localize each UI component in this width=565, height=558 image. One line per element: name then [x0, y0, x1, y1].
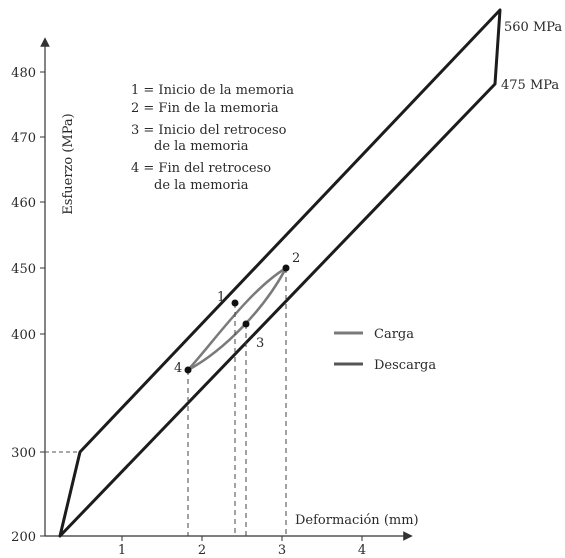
memory-point-3	[242, 320, 250, 328]
x-tick-label-2: 2	[198, 543, 206, 558]
memory-note-3b: de la memoria	[154, 139, 249, 154]
end-label-lower: 475 MPa	[501, 78, 559, 93]
y-tick-label-400: 400	[11, 328, 36, 343]
y-tick-label-470: 470	[11, 131, 36, 146]
carga-curve	[187, 266, 287, 371]
memory-label-3: 3	[256, 336, 264, 351]
x-tick-label-1: 1	[118, 543, 126, 558]
y-tick-label-450: 450	[11, 262, 36, 277]
legend-label-carga: Carga	[374, 327, 414, 342]
y-tick-label-300: 300	[11, 446, 36, 461]
outer-loop	[58, 8, 502, 538]
end-label-upper: 560 MPa	[504, 20, 562, 35]
memory-label-4: 4	[174, 361, 182, 376]
legend: Carga Descarga	[334, 327, 436, 373]
y-tick-label-460: 460	[11, 196, 36, 211]
memory-note-4: 4 = Fin del retroceso	[131, 161, 271, 176]
x-ticks	[121, 536, 363, 541]
memory-note-3: 3 = Inicio del retroceso	[131, 123, 287, 138]
memory-label-1: 1	[217, 290, 225, 305]
memory-point-4	[184, 366, 192, 374]
memory-point-2	[282, 264, 290, 272]
memory-note-4b: de la memoria	[154, 178, 249, 193]
memory-note-2: 2 = Fin de la memoria	[131, 101, 279, 116]
memory-notes: 1 = Inicio de la memoria 2 = Fin de la m…	[131, 83, 294, 193]
memory-note-1: 1 = Inicio de la memoria	[131, 83, 294, 98]
y-tick-label-200: 200	[11, 530, 36, 545]
drop-lines	[187, 268, 287, 536]
descarga-curve	[187, 267, 288, 372]
x-tick-label-3: 3	[278, 543, 286, 558]
x-tick-label-4: 4	[358, 543, 366, 558]
memory-label-2: 2	[292, 251, 300, 266]
memory-point-1	[231, 299, 239, 307]
y-axis-title: Esfuerzo (MPa)	[61, 113, 76, 214]
y-tick-label-480: 480	[11, 66, 36, 81]
legend-label-descarga: Descarga	[374, 358, 436, 373]
x-axis-title: Deformación (mm)	[295, 513, 419, 528]
y-ticks	[40, 71, 45, 537]
